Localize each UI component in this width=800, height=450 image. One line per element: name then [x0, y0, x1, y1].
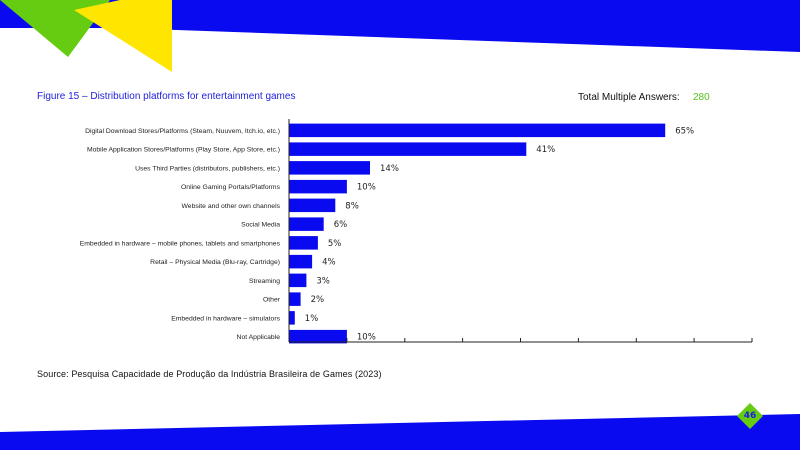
bar — [289, 254, 313, 269]
category-label: Online Gaming Portals/Platforms — [181, 184, 281, 191]
category-label: Other — [263, 297, 281, 304]
bar — [289, 236, 318, 250]
data-label: 2% — [311, 295, 325, 305]
bar — [289, 292, 301, 306]
bottom-blue-band — [0, 414, 800, 450]
page-number-badge — [737, 403, 763, 429]
bar — [289, 217, 324, 231]
category-label: Digital Download Stores/Platforms (Steam… — [85, 128, 280, 135]
yellow-triangle — [74, 0, 172, 72]
bar — [289, 329, 347, 344]
total-answers-value: 280 — [693, 92, 710, 103]
data-label: 3% — [316, 276, 330, 286]
bar — [289, 179, 347, 194]
data-label: 41% — [536, 145, 555, 155]
bar — [289, 123, 666, 138]
data-label: 1% — [305, 314, 319, 324]
category-label: Mobile Application Stores/Platforms (Pla… — [87, 147, 280, 154]
figure-title: Figure 15 – Distribution platforms for e… — [37, 91, 296, 102]
source-note: Source: Pesquisa Capacidade de Produção … — [37, 369, 382, 379]
bar — [289, 311, 295, 325]
category-label: Website and other own channels — [182, 203, 281, 210]
category-label: Uses Third Parties (distributors, publis… — [135, 165, 280, 172]
data-label: 6% — [334, 220, 348, 230]
category-label: Social Media — [241, 222, 280, 229]
page-number: 46 — [743, 411, 757, 421]
top-blue-band — [0, 0, 800, 52]
total-answers-label: Total Multiple Answers: — [578, 92, 680, 103]
bar — [289, 142, 527, 156]
bar — [289, 161, 370, 175]
data-label: 10% — [357, 183, 376, 193]
category-label: Retail – Physical Media (Blu-ray, Cartri… — [150, 259, 280, 266]
category-label: Embedded in hardware – simulators — [171, 315, 280, 322]
data-label: 10% — [357, 333, 376, 343]
category-label: Embedded in hardware – mobile phones, ta… — [80, 240, 281, 247]
category-label: Streaming — [249, 278, 280, 285]
bar — [289, 273, 307, 288]
data-label: 14% — [380, 164, 399, 174]
bar — [289, 198, 336, 213]
data-label: 5% — [328, 239, 342, 249]
data-label: 65% — [675, 126, 694, 136]
data-label: 8% — [345, 201, 359, 211]
category-label: Not Applicable — [237, 334, 281, 341]
data-label: 4% — [322, 258, 336, 268]
